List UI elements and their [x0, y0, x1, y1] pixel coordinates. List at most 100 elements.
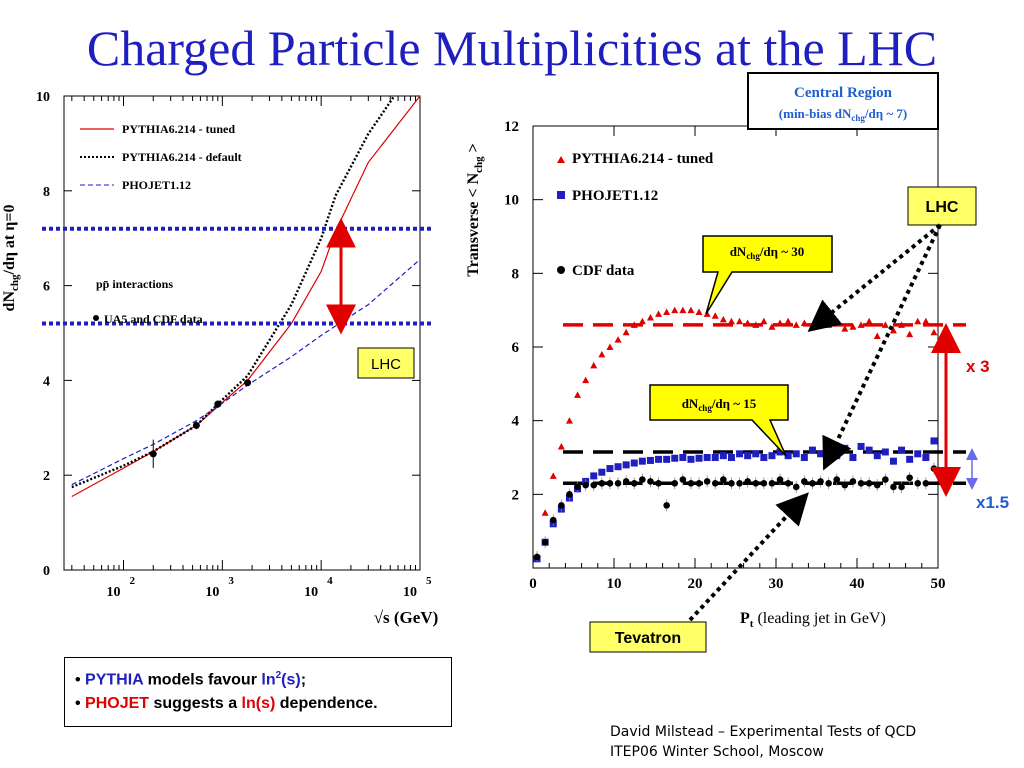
left-x-tick-exponent: 3 [228, 575, 234, 587]
cdf-point [930, 465, 938, 472]
cdf-point [744, 478, 751, 485]
bullet: • [75, 695, 86, 713]
right-x-axis-label: Pt (leading jet in GeV) [740, 610, 886, 630]
cdf-point [922, 479, 930, 487]
phojet-point [630, 459, 638, 467]
left-y-tick-label: 10 [36, 90, 50, 105]
credit-line-1: David Milstead – Experimental Tests of Q… [610, 724, 917, 740]
cdf-point [549, 516, 557, 524]
phojet-point [881, 448, 889, 456]
phojet-point [906, 455, 914, 463]
pythia-point [630, 321, 638, 328]
lhc-arrow-to-pythia [807, 223, 942, 333]
phojet-point [679, 454, 687, 461]
ratio-x15-label: x1.5 [976, 493, 1009, 512]
phojet-point [768, 452, 776, 460]
credit-line-2: ITEP06 Winter School, Moscow [610, 744, 824, 760]
right-lhc-box [907, 186, 977, 226]
summary-ln-sup: 2 [275, 670, 282, 681]
pythia-point [541, 509, 549, 516]
phojet-point [663, 455, 671, 463]
cdf-point [614, 479, 622, 487]
left-x-tick-exponent: 2 [130, 575, 136, 587]
data-point [149, 450, 157, 458]
cdf-point [752, 479, 760, 487]
summary-semicolon: ; [300, 671, 307, 689]
pythia-point [606, 343, 614, 350]
data-point [192, 421, 200, 429]
phojet-point [736, 450, 744, 458]
pythia-point [930, 328, 938, 336]
phojet-point [833, 452, 841, 460]
pythia-point [744, 319, 752, 327]
left-lhc-label: LHC [371, 356, 401, 373]
cdf-point [533, 553, 541, 561]
phojet-point [671, 454, 679, 462]
right-x-tick-label: 40 [850, 576, 865, 592]
pythia-point [719, 315, 727, 323]
phojet-point [695, 454, 703, 462]
phojet-point [687, 455, 695, 463]
phojet-point [614, 463, 622, 471]
central-region-subtitle: (min-bias dNchg/dη ~ 7) [779, 106, 907, 123]
phojet-point [760, 454, 768, 461]
pythia-point [849, 323, 857, 330]
left-x-tick-exponent: 5 [426, 575, 432, 587]
cdf-point [541, 538, 549, 546]
pythia-point [736, 317, 744, 325]
left-y-tick-label: 4 [43, 374, 50, 389]
left-y-tick-label: 0 [43, 564, 50, 579]
right-y-tick-label: 4 [512, 414, 520, 430]
cdf-point [906, 474, 913, 482]
right-legend-label-pythia: PYTHIA6.214 - tuned [572, 151, 714, 167]
summary-line-phojet: • PHOJET suggests a ln(s) dependence. [75, 692, 441, 716]
pythia-point [857, 321, 865, 328]
cdf-point [574, 483, 581, 491]
cdf-point [655, 479, 662, 487]
right-y-tick-label: 6 [512, 340, 520, 356]
right-y-tick-label: 12 [504, 119, 519, 135]
phojet-point [792, 450, 800, 458]
cdf-point [801, 478, 808, 485]
phojet-point [646, 456, 654, 464]
phojet-point [752, 450, 760, 458]
phojet-point [808, 446, 816, 454]
left-y-tick-label: 6 [43, 280, 50, 295]
right-legend: PYTHIA6.214 - tuned PHOJET1.12 CDF data [557, 151, 714, 279]
central-region-box: Central Region (min-bias dNchg/dη ~ 7) [747, 72, 939, 130]
tevatron-box [589, 621, 707, 653]
legend-label-phojet: PHOJET1.12 [122, 178, 191, 192]
pythia-point [898, 321, 906, 328]
legend-marker-pythia-tuned [557, 156, 565, 163]
left-y-tick-label: 8 [43, 185, 50, 200]
pythia-point [906, 330, 914, 338]
summary-pythia-text: models favour [143, 671, 262, 689]
pythia-point [825, 321, 833, 328]
left-legend: PYTHIA6.214 - tuned PYTHIA6.214 - defaul… [80, 122, 242, 192]
left-x-tick-label: 10 [304, 585, 318, 600]
left-axes: 0 2 4 6 8 10 10 2 10 3 10 4 10 5 [36, 90, 432, 600]
pythia-point [776, 319, 784, 327]
phojet-point [719, 452, 727, 460]
right-axes: 0 10 20 30 40 50 2 4 6 8 10 12 [504, 119, 946, 592]
cdf-point [784, 479, 792, 487]
data-point [214, 400, 222, 408]
cdf-point [914, 479, 922, 487]
ua5-cdf-legend-marker [93, 315, 99, 321]
cdf-point [768, 479, 776, 487]
summary-pythia-name: PYTHIA [85, 671, 144, 689]
phojet-point [849, 454, 857, 461]
left-y-axis-label: dNchg/dη at η=0 [1, 205, 21, 312]
left-x-tick-label: 10 [403, 585, 417, 600]
phojet-point [817, 450, 825, 458]
cdf-point [590, 481, 598, 489]
pythia-point [671, 306, 679, 314]
pythia-point [841, 325, 849, 332]
callout-dn-15: dNchg/dη ~ 15 [649, 384, 789, 457]
right-x-tick-label: 10 [607, 576, 622, 592]
pythia-point [687, 306, 695, 314]
cdf-point [792, 483, 800, 491]
central-region-frame [747, 72, 939, 130]
left-chart: 0 2 4 6 8 10 10 2 10 3 10 4 10 5 dNchg/dη at η=0 √s (… [1, 90, 438, 627]
